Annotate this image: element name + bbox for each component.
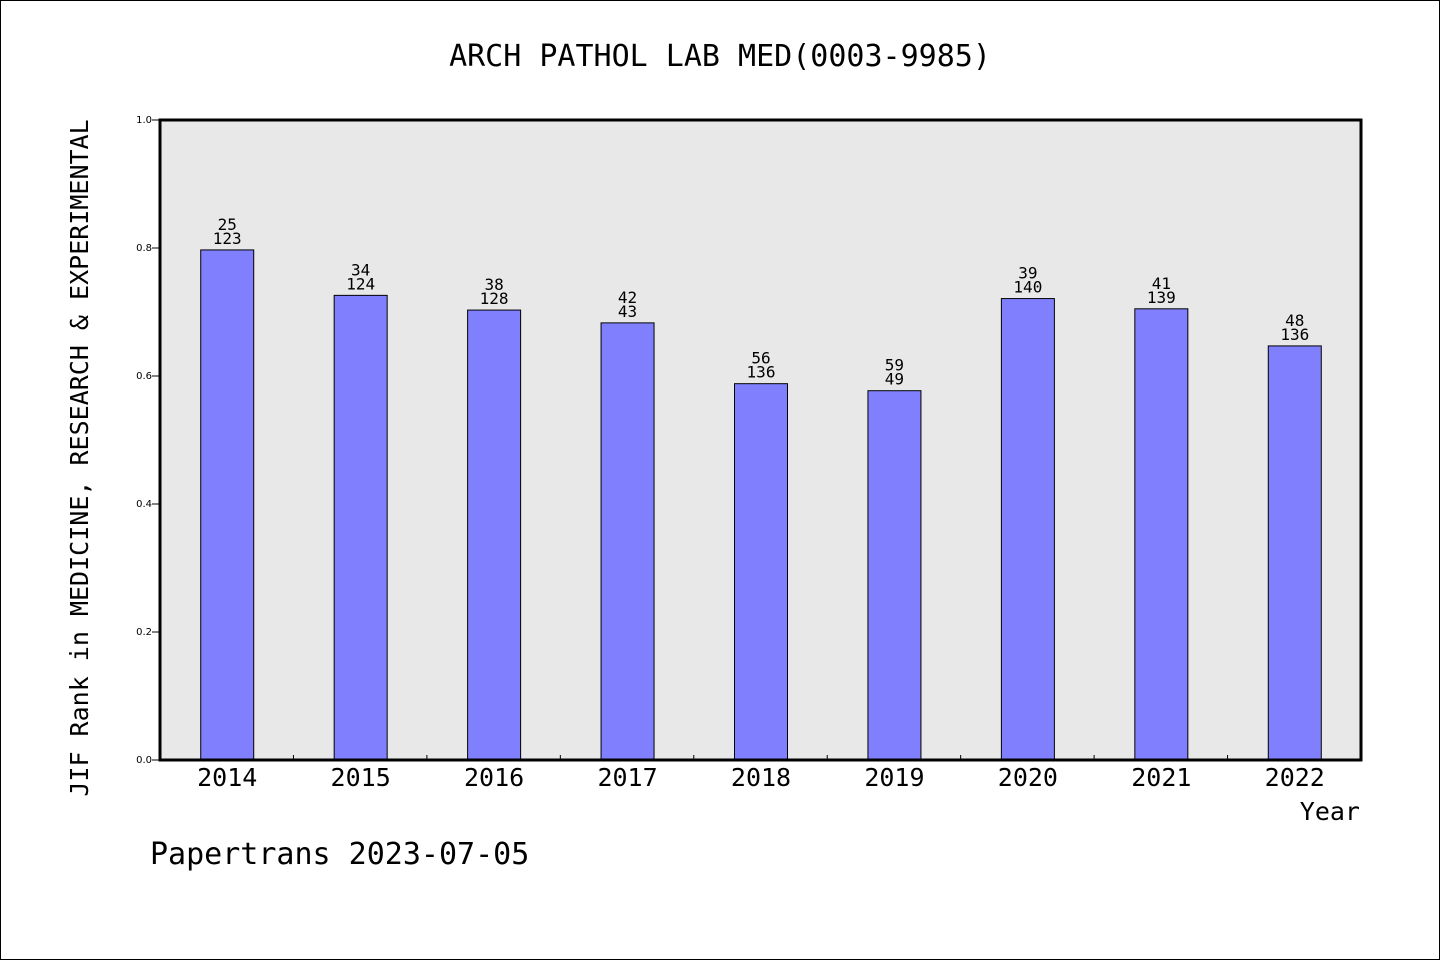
x-tick-label: 2016 <box>464 763 524 792</box>
bar-rank-label: 41 <box>1152 274 1171 293</box>
x-tick-label: 2019 <box>864 763 924 792</box>
x-tick-label: 2021 <box>1131 763 1191 792</box>
y-axis: 0.0 0.2 0.4 0.6 0.8 1.0 <box>136 115 160 766</box>
bar-rank-label: 25 <box>218 215 237 234</box>
bar-total-label: 139 <box>1147 288 1176 307</box>
bar <box>1000 298 1055 761</box>
y-tick-label: 0.2 <box>136 627 152 638</box>
y-tick-label: 0.0 <box>136 755 152 766</box>
bar-total-label: 136 <box>1280 325 1309 344</box>
x-tick-label: 2018 <box>731 763 791 792</box>
bar-rank-label: 48 <box>1285 311 1304 330</box>
chart-title: ARCH PATHOL LAB MED(0003-9985) <box>449 39 991 74</box>
bar-rank-label: 39 <box>1018 264 1037 283</box>
bar <box>333 294 388 761</box>
x-axis: 2014 2015 2016 2017 2018 2019 2020 2021 2022 <box>197 755 1325 792</box>
y-tick-label: 0.8 <box>136 243 152 254</box>
bar <box>867 390 922 761</box>
x-tick-label: 2014 <box>197 763 257 792</box>
x-tick-label: 2022 <box>1265 763 1325 792</box>
bar-total-label: 43 <box>618 302 637 321</box>
bar-total-label: 136 <box>747 363 776 382</box>
x-axis-label: Year <box>1300 797 1360 826</box>
x-tick-label: 2017 <box>597 763 657 792</box>
footer-credit: Papertrans 2023-07-05 <box>150 837 529 872</box>
y-tick-label: 0.4 <box>136 499 152 510</box>
bar-total-label: 49 <box>885 370 904 389</box>
y-tick-label: 1.0 <box>136 115 152 126</box>
y-axis-label: JIF Rank in MEDICINE, RESEARCH & EXPERIM… <box>65 119 94 796</box>
bar-rank-label: 42 <box>618 288 637 307</box>
bar-total-label: 124 <box>346 274 375 293</box>
bar-total-label: 140 <box>1013 278 1042 297</box>
bar-total-label: 123 <box>213 229 242 248</box>
bar-rank-label: 56 <box>751 349 770 368</box>
plot-border <box>158 118 1363 762</box>
bar-rank-label: 38 <box>484 275 503 294</box>
bar <box>1267 345 1322 761</box>
bar-total-label: 128 <box>480 289 509 308</box>
x-tick-label: 2020 <box>998 763 1058 792</box>
x-tick-label: 2015 <box>331 763 391 792</box>
bar <box>600 322 655 761</box>
bar <box>467 309 522 761</box>
bar <box>1134 308 1189 761</box>
bar-rank-label: 34 <box>351 260 370 279</box>
bar-rank-label: 59 <box>885 356 904 375</box>
bar <box>734 383 788 761</box>
bar <box>200 249 255 761</box>
y-tick-label: 0.6 <box>136 371 152 382</box>
